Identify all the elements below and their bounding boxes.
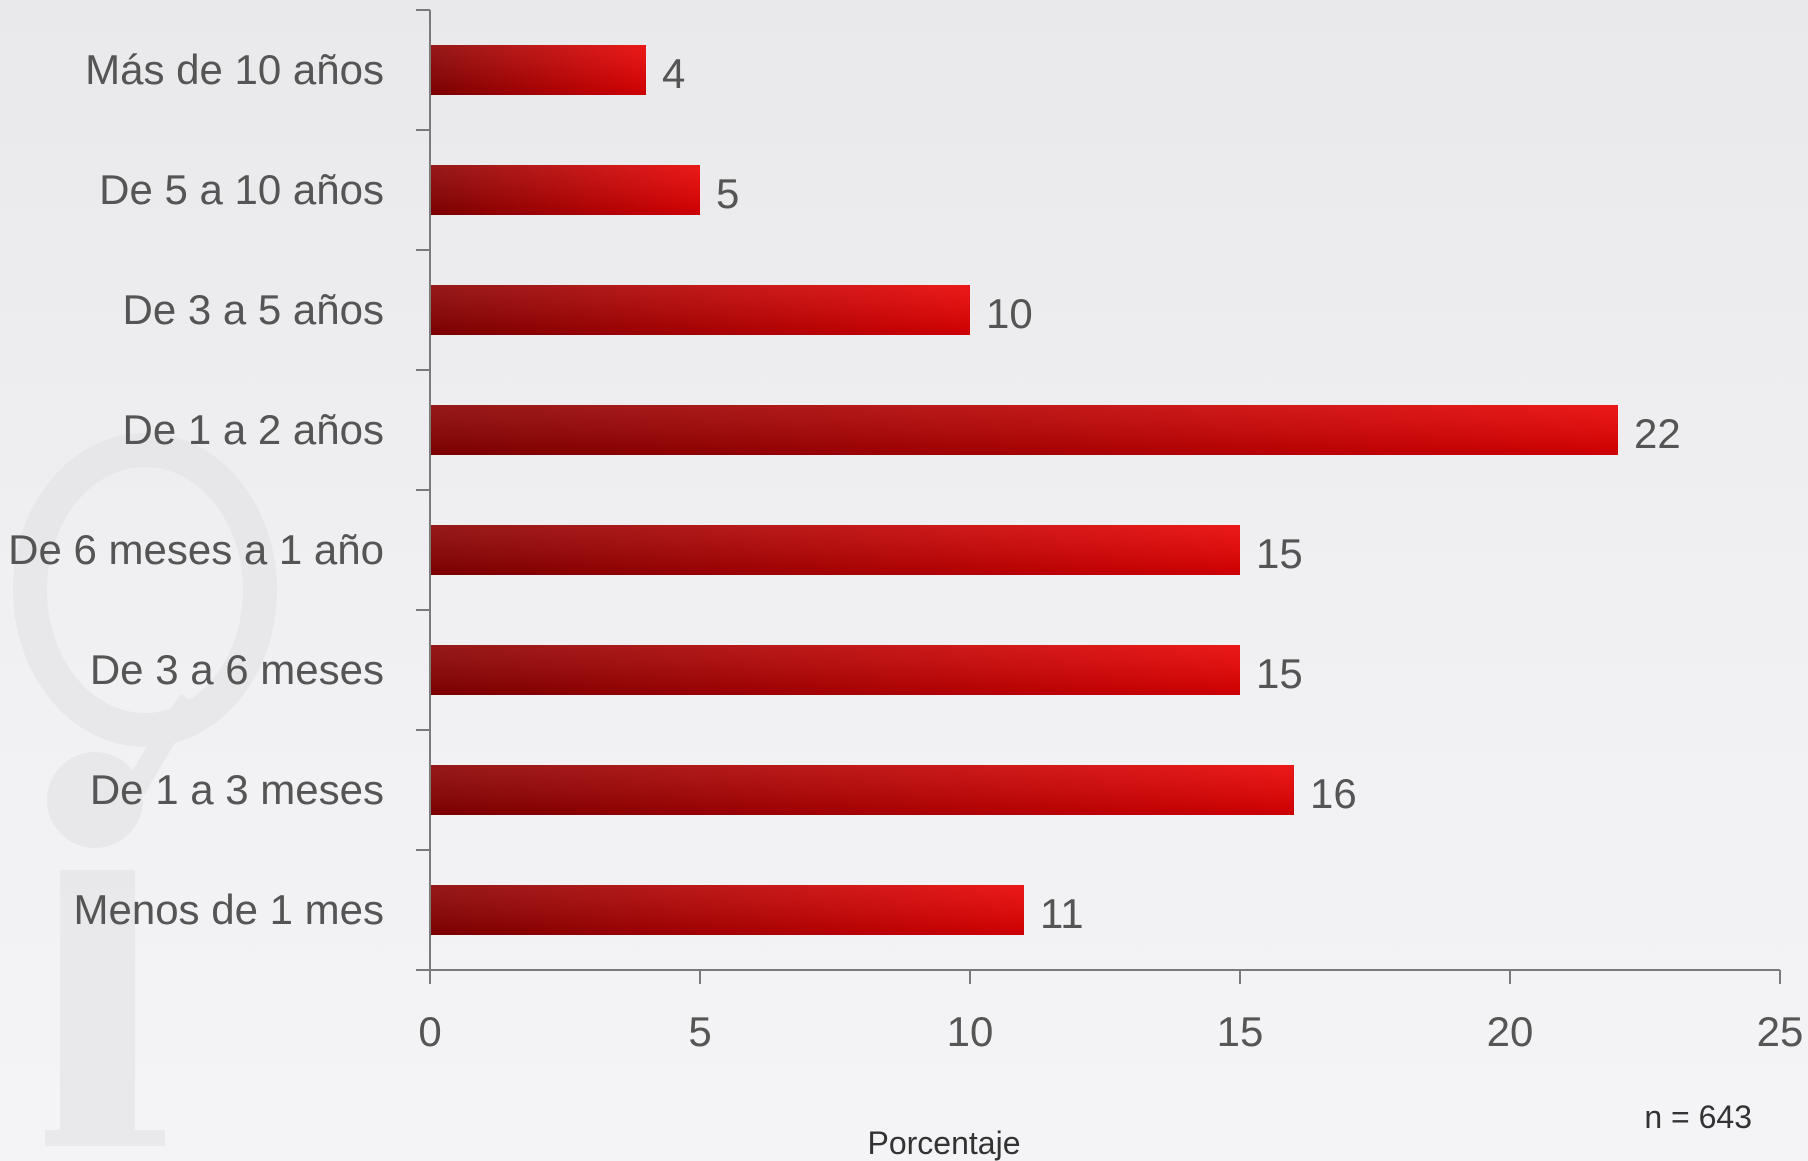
bar-shade (430, 645, 1240, 695)
bar-shade (430, 765, 1294, 815)
category-label: Más de 10 años (85, 46, 384, 93)
category-label: De 1 a 2 años (122, 406, 384, 453)
bar-shade (430, 45, 646, 95)
data-label: 5 (716, 170, 739, 217)
bar-shade (430, 525, 1240, 575)
category-label: De 3 a 5 años (122, 286, 384, 333)
x-tick-label: 5 (688, 1008, 711, 1055)
bar-shade (430, 885, 1024, 935)
x-tick-label: 15 (1217, 1008, 1264, 1055)
x-tick-label: 25 (1757, 1008, 1804, 1055)
data-label: 22 (1634, 410, 1681, 457)
data-label: 16 (1310, 770, 1357, 817)
category-label: De 6 meses a 1 año (8, 526, 384, 573)
category-label: De 5 a 10 años (99, 166, 384, 213)
axes (416, 9, 1781, 984)
bar-shade (430, 165, 700, 215)
bar-shade (430, 285, 970, 335)
x-tick-label: 10 (947, 1008, 994, 1055)
sample-size-note: n = 643 (1644, 1099, 1752, 1135)
data-label: 10 (986, 290, 1033, 337)
watermark-logo (13, 433, 277, 1146)
data-label: 11 (1040, 890, 1084, 937)
data-label: 4 (662, 50, 685, 97)
category-label: De 1 a 3 meses (90, 766, 384, 813)
bar-shade (430, 405, 1618, 455)
x-tick-label: 0 (418, 1008, 441, 1055)
x-tick-label: 20 (1487, 1008, 1534, 1055)
category-label: De 3 a 6 meses (90, 646, 384, 693)
data-label: 15 (1256, 650, 1303, 697)
labels-layer: 0 5 10 15 20 25 Más de 10 años 4 De 5 a 10 años 5… (8, 46, 1803, 1055)
category-label: Menos de 1 mes (74, 886, 385, 933)
x-axis-title: Porcentaje (868, 1125, 1021, 1161)
data-label: 15 (1256, 530, 1303, 577)
bars-layer (430, 45, 1618, 935)
